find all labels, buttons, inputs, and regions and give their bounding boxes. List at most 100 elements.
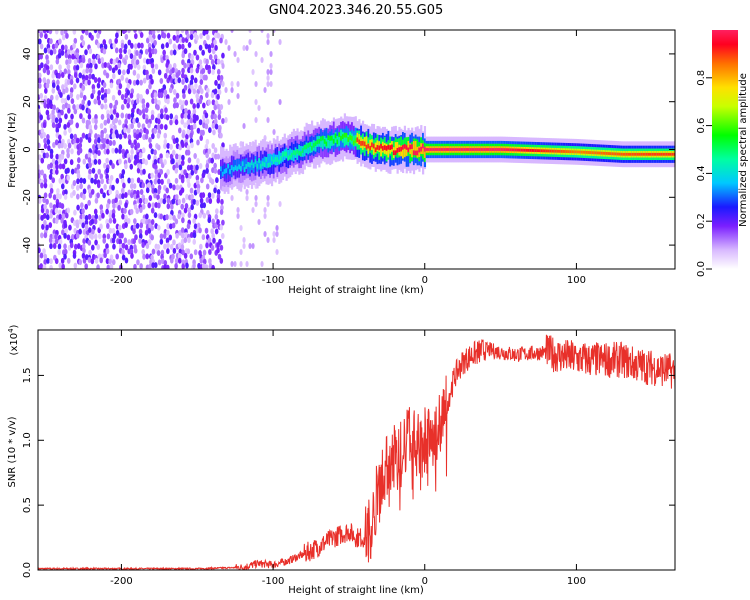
heatmap-cell <box>394 142 397 153</box>
heatmap-cell <box>166 197 171 204</box>
heatmap-cell <box>196 127 201 134</box>
heatmap-cell <box>636 152 639 156</box>
heatmap-cell <box>316 139 319 145</box>
heatmap-cell <box>216 153 221 160</box>
heatmap-cell <box>569 150 572 154</box>
heatmap-cell <box>251 207 255 213</box>
heatmap-cell <box>211 99 216 106</box>
heatmap-cell <box>132 238 136 245</box>
heatmap-cell <box>266 75 270 81</box>
heatmap-cell <box>120 177 125 184</box>
heatmap-cell <box>260 30 264 33</box>
heatmap-cell <box>616 152 619 156</box>
heatmap-cell <box>205 138 210 145</box>
heatmap-cell <box>162 232 167 239</box>
heatmap-cell <box>67 69 71 76</box>
heatmap-cell <box>102 48 107 55</box>
heatmap-cell <box>121 213 125 220</box>
heatmap-cell <box>631 152 634 156</box>
heatmap-cell <box>68 224 72 231</box>
heatmap-cell <box>165 114 170 121</box>
heatmap-cell <box>221 165 225 177</box>
heatmap-cell <box>321 138 325 150</box>
heatmap-cell <box>150 224 154 231</box>
heatmap-cell <box>527 148 530 152</box>
heatmap-cell <box>147 202 152 209</box>
heatmap-cell <box>106 148 110 155</box>
heatmap-cell <box>81 39 86 46</box>
heatmap-cell <box>127 30 131 34</box>
heatmap-cell <box>305 144 308 150</box>
heatmap-cell <box>307 143 310 155</box>
heatmap-cell <box>175 37 180 44</box>
heatmap-cell <box>213 167 218 174</box>
heatmap-cell <box>320 136 323 148</box>
heatmap-cell <box>52 194 57 201</box>
heatmap-cell <box>105 133 109 140</box>
heatmap-cell <box>269 69 273 75</box>
heatmap-cell <box>121 193 125 200</box>
heatmap-cell <box>192 198 197 205</box>
heatmap-cell <box>210 113 215 120</box>
heatmap-cell <box>57 142 62 149</box>
heatmap-cell <box>139 188 144 195</box>
heatmap-cell <box>111 259 116 266</box>
heatmap-cell <box>121 254 126 261</box>
heatmap-cell <box>148 30 153 36</box>
heatmap-cell <box>213 88 218 95</box>
heatmap-cell <box>265 157 268 162</box>
heatmap-cell <box>207 217 212 224</box>
heatmap-cell <box>272 129 276 135</box>
heatmap-cell <box>175 92 180 99</box>
heatmap-cell <box>456 148 459 151</box>
heatmap-cell <box>108 227 113 234</box>
heatmap-cell <box>160 178 164 185</box>
heatmap-cell <box>43 219 47 226</box>
heatmap-cell <box>156 224 161 231</box>
heatmap-cell <box>201 192 206 199</box>
heatmap-cell <box>202 212 207 219</box>
heatmap-cell <box>42 77 47 84</box>
heatmap-cell <box>159 158 163 165</box>
heatmap-cell <box>198 59 203 66</box>
heatmap-cell <box>139 79 143 86</box>
heatmap-cell <box>208 249 212 256</box>
heatmap-cell <box>531 149 534 152</box>
heatmap-cell <box>587 151 590 154</box>
heatmap-cell <box>157 202 161 209</box>
heatmap-cell <box>215 177 219 184</box>
heatmap-cell <box>151 67 156 74</box>
heatmap-cell <box>96 42 101 49</box>
heatmap-cell <box>257 105 261 111</box>
heatmap-cell <box>132 228 136 235</box>
heatmap-cell <box>105 208 109 215</box>
heatmap-cell <box>52 168 56 175</box>
heatmap-cell <box>571 150 574 154</box>
heatmap-cell <box>81 252 86 259</box>
heatmap-cell <box>174 114 179 121</box>
heatmap-cell <box>57 243 62 250</box>
heatmap-cell <box>88 249 92 256</box>
heatmap-cell <box>341 134 345 140</box>
heatmap-cell <box>66 234 71 241</box>
heatmap-cell <box>217 113 222 120</box>
heatmap-cell <box>156 243 161 250</box>
heatmap-cell <box>275 231 279 237</box>
heatmap-cell <box>51 122 56 129</box>
heatmap-cell <box>136 157 140 164</box>
heatmap-cell <box>136 142 141 149</box>
snr-xlabel: Height of straight line (km) <box>288 585 424 596</box>
heatmap-cell <box>493 148 496 151</box>
heatmap-cell <box>551 149 554 153</box>
heatmap-cell <box>151 133 155 140</box>
heatmap-cell <box>118 147 122 154</box>
heatmap-cell <box>60 97 65 104</box>
heatmap-cell <box>129 163 134 170</box>
heatmap-cell <box>124 202 128 209</box>
heatmap-cell <box>42 122 47 129</box>
heatmap-cell <box>232 166 235 172</box>
heatmap-cell <box>148 142 153 149</box>
heatmap-cell <box>536 149 539 153</box>
heatmap-cell <box>230 87 234 93</box>
heatmap-cell <box>181 263 186 269</box>
